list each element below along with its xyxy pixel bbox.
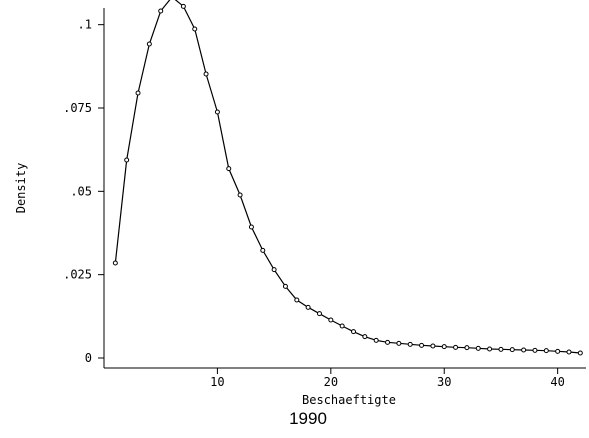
x-tick-label: 10 [210,375,224,389]
data-point [260,247,266,253]
axes-layer [103,8,586,369]
data-point [282,283,288,289]
data-point [135,90,141,96]
data-point [158,8,164,14]
data-point [475,345,481,351]
x-tick-label: 20 [324,375,338,389]
data-point [305,304,311,310]
y-tick-label: .025 [63,268,92,282]
data-point [112,260,118,266]
data-point [180,3,186,9]
y-tick-label: .05 [70,184,92,198]
data-point [566,349,572,355]
data-point [351,329,357,335]
data-point [146,41,152,47]
y-tick-label: .1 [78,18,92,32]
data-point [509,347,515,353]
data-point [328,317,334,323]
data-point [407,341,413,347]
data-point [532,347,538,353]
data-point [464,345,470,351]
y-tick-label: .075 [63,101,92,115]
x-axis-title: Beschaeftigte [302,393,396,407]
data-point [248,224,254,230]
data-point [577,350,583,356]
data-point [237,192,243,198]
data-point [430,343,436,349]
x-tick-label: 30 [437,375,451,389]
data-point [124,157,130,163]
data-point [441,344,447,350]
data-point [373,337,379,343]
data-point [487,346,493,352]
data-point [543,348,549,354]
ticks-layer: 0 .025 .05 .075 .1 10 20 30 40 [63,18,565,389]
series-layer [112,0,583,356]
data-point [555,348,561,354]
data-point [396,340,402,346]
y-tick-label: 0 [85,351,92,365]
labels-layer: Beschaeftigte Density 1990 [14,163,396,428]
data-point [362,334,368,340]
data-point [203,71,209,77]
data-point [339,323,345,329]
data-point [294,297,300,303]
data-point [192,26,198,32]
data-point [453,344,459,350]
data-point [226,166,232,172]
y-axis-title: Density [14,163,28,214]
data-point [521,347,527,353]
data-point [271,267,277,273]
chart-caption: 1990 [289,409,327,428]
data-point [419,342,425,348]
density-line [114,0,581,354]
x-tick-label: 40 [550,375,564,389]
data-point [316,311,322,317]
data-point [498,346,504,352]
data-point [385,339,391,345]
data-point [214,109,220,115]
